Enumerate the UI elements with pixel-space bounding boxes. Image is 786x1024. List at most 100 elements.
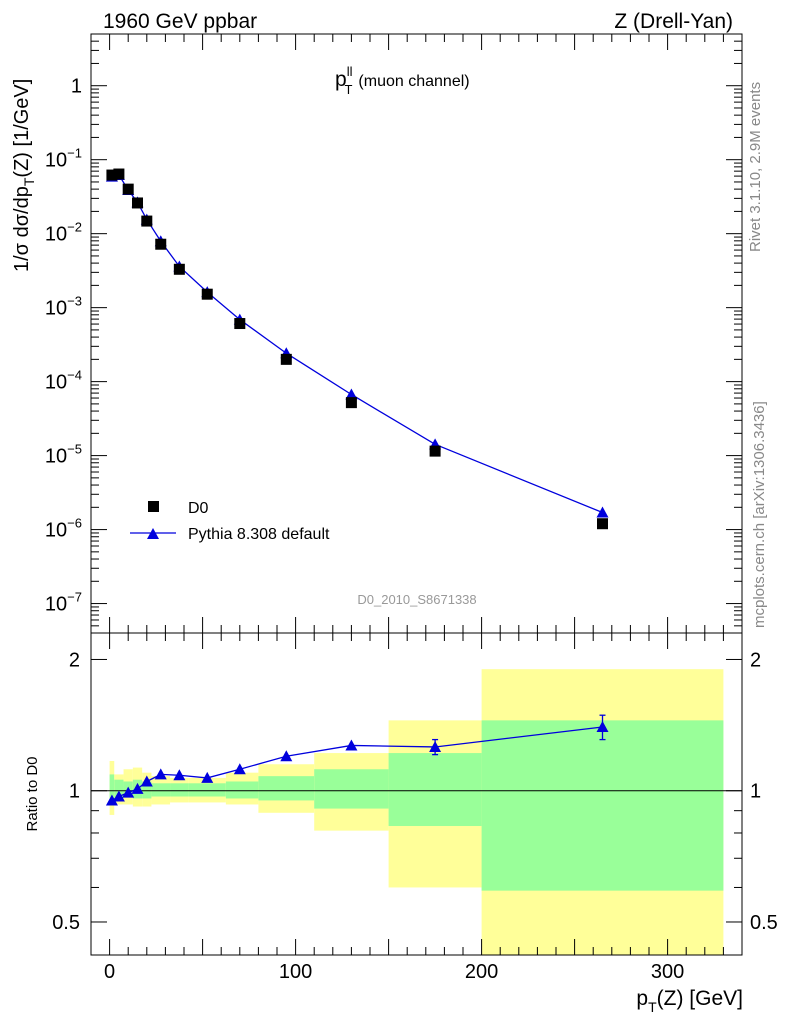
pythia-series-ratio xyxy=(105,714,609,806)
ratio-y-tick-label-right: 2 xyxy=(750,649,761,671)
tick-exponent: −7 xyxy=(67,590,82,605)
main-y-tick-label: 10−6 xyxy=(45,516,82,542)
ratio-y-axis: 0.5 0.5 1 1 2 2 xyxy=(52,649,778,934)
tick-base: 10 xyxy=(45,298,67,320)
legend: D0 Pythia 8.308 default xyxy=(130,500,330,543)
main-frame xyxy=(90,33,743,634)
tick-base: 10 xyxy=(45,446,67,468)
tick-exponent: −2 xyxy=(67,220,82,235)
band-green xyxy=(151,783,171,797)
d0-point xyxy=(345,397,357,409)
legend-d0-marker xyxy=(148,501,159,512)
d0-point xyxy=(113,168,125,180)
main-y-tick-label: 10−2 xyxy=(45,220,82,246)
legend-pythia-label: Pythia 8.308 default xyxy=(188,526,330,543)
main-y-tick-label: 10−7 xyxy=(45,590,82,616)
ratio-point xyxy=(154,768,167,780)
main-x-axis xyxy=(109,34,743,633)
tick-base: 10 xyxy=(45,594,67,616)
d0-point xyxy=(106,169,118,181)
side-mcplots-label: mcplots.cern.ch [arXiv:1306.3436] xyxy=(751,401,768,628)
main-y-label: 1/σ dσ/dpT(Z) [1/GeV] xyxy=(11,79,37,272)
main-y-tick-label: 10−4 xyxy=(45,368,82,394)
pythia-point xyxy=(345,388,358,400)
ratio-y-tick-label-right: 1 xyxy=(750,781,761,803)
tick-exponent: −3 xyxy=(67,294,82,309)
ratio-point xyxy=(112,790,125,802)
band-green xyxy=(258,776,315,801)
ratio-point xyxy=(201,771,214,783)
x-tick-label: 200 xyxy=(465,961,498,983)
band-green xyxy=(142,781,152,799)
ratio-y-tick-label: 1 xyxy=(69,781,80,803)
uncertainty-bands xyxy=(109,669,724,955)
xlabel-p: p xyxy=(636,987,648,1010)
d0-point xyxy=(201,288,213,300)
main-y-axis: 110−110−210−310−410−510−610−7 xyxy=(45,33,742,634)
ylabel-tail: (Z) [1/GeV] xyxy=(11,79,33,178)
d0-point xyxy=(173,263,185,275)
main-y-tick-label: 10−5 xyxy=(45,442,82,468)
d0-point xyxy=(597,518,608,530)
band-green xyxy=(225,781,259,799)
d0-point xyxy=(234,318,246,330)
ratio-y-tick-label: 2 xyxy=(69,649,80,671)
main-panel: 110−110−210−310−410−510−610−7 pll T (muon … xyxy=(11,33,743,634)
band-green xyxy=(481,720,724,891)
ratio-y-tick-label-right: 0.5 xyxy=(750,912,778,934)
band-green xyxy=(188,783,226,797)
main-y-tick-label: 1 xyxy=(71,76,82,98)
header-energy: 1960 GeV ppbar xyxy=(103,10,257,33)
ratio-point xyxy=(173,769,186,781)
ylabel-main: 1/σ dσ/dp xyxy=(11,186,33,272)
legend-d0-label: D0 xyxy=(188,500,209,517)
d0-point xyxy=(429,445,441,457)
d0-point xyxy=(141,215,153,227)
tick-exponent: −4 xyxy=(67,368,82,383)
title-sup: ll xyxy=(347,64,353,79)
ylabel-sub: T xyxy=(21,177,37,186)
d0-point xyxy=(280,353,292,365)
ratio-point xyxy=(131,782,144,794)
band-green xyxy=(388,753,482,827)
main-y-tick-label: 10−3 xyxy=(45,294,82,320)
ratio-point xyxy=(140,775,153,787)
legend-pythia-marker xyxy=(147,528,159,539)
band-green xyxy=(109,774,115,805)
ratio-point xyxy=(105,794,118,806)
band-green xyxy=(314,769,389,809)
main-y-tick-label: 10−1 xyxy=(45,146,82,172)
d0-series-main xyxy=(106,168,608,530)
xlabel-tail: (Z) [GeV] xyxy=(657,987,743,1010)
band-green xyxy=(170,783,189,797)
tick-base: 10 xyxy=(45,224,67,246)
d0-point xyxy=(155,238,167,250)
ratio-panel: 0.5 0.5 1 1 2 2 0 100 200 300 Ratio to D0 pT(Z) … xyxy=(24,632,778,1015)
d0-point xyxy=(132,197,143,209)
xlabel-sub: T xyxy=(648,999,657,1015)
x-tick-label: 100 xyxy=(279,961,312,983)
tick-base: 10 xyxy=(45,520,67,542)
header-process: Z (Drell-Yan) xyxy=(614,10,733,33)
x-axis-title: pT(Z) [GeV] xyxy=(636,987,743,1015)
x-tick-label: 300 xyxy=(651,961,684,983)
ratio-point xyxy=(122,786,135,798)
ratio-point xyxy=(429,740,442,752)
ratio-point xyxy=(280,750,293,762)
ratio-frame xyxy=(90,632,743,956)
band-green xyxy=(114,779,124,799)
ratio-point xyxy=(596,721,609,733)
x-tick-label: 0 xyxy=(104,961,115,983)
title-channel: (muon channel) xyxy=(358,73,469,90)
d0-point xyxy=(122,183,134,195)
tick-exponent: −1 xyxy=(67,146,82,161)
title-p: p xyxy=(335,68,347,91)
side-rivet-label: Rivet 3.1.10, 2.9M events xyxy=(747,82,764,252)
pythia-point xyxy=(596,506,609,518)
title-sub: T xyxy=(344,82,352,97)
pythia-line xyxy=(111,174,603,514)
main-title: pll T (muon channel) xyxy=(335,64,470,97)
ratio-point xyxy=(345,739,358,751)
ratio-y-tick-label: 0.5 xyxy=(52,912,80,934)
